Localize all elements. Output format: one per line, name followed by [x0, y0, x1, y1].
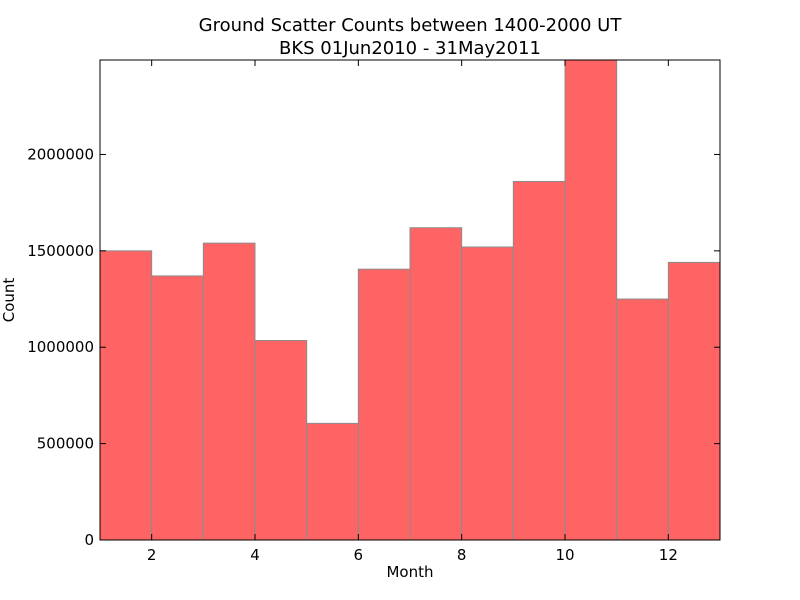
histogram-bar — [151, 275, 204, 541]
y-tick-label: 500000 — [37, 435, 94, 453]
axes-group: 2 4 6 8 10 12 0 500000 1000000 1500000 2000000 — [27, 59, 721, 564]
histogram-bar — [202, 242, 256, 541]
y-tick-label: 2000000 — [27, 145, 94, 163]
histogram-bar — [512, 180, 566, 541]
histogram-bar — [564, 59, 618, 541]
bars-group — [99, 59, 721, 541]
histogram-bar — [99, 250, 153, 541]
x-axis-label: Month — [386, 563, 433, 581]
y-tick-label: 1000000 — [27, 338, 94, 356]
x-tick-label: 10 — [555, 546, 574, 564]
chart-subtitle: BKS 01Jun2010 - 31May2011 — [279, 38, 541, 59]
plot-frame — [99, 59, 721, 541]
histogram-bar — [254, 339, 308, 541]
y-axis-label: Count — [0, 278, 18, 323]
histogram-bar — [306, 422, 359, 541]
histogram-bar — [667, 261, 721, 541]
histogram-bar — [461, 246, 514, 541]
x-tick-label: 8 — [457, 546, 467, 564]
histogram-bar — [409, 227, 463, 541]
chart-title: Ground Scatter Counts between 1400-2000 … — [199, 15, 623, 36]
x-tick-label: 4 — [250, 546, 260, 564]
histogram-bar — [616, 298, 669, 541]
x-tick-label: 6 — [354, 546, 364, 564]
y-tick-label: 0 — [84, 531, 94, 549]
histogram-bar — [357, 268, 411, 541]
y-tick-label: 1500000 — [27, 242, 94, 260]
x-tick-label: 2 — [147, 546, 157, 564]
x-tick-label: 12 — [659, 546, 678, 564]
